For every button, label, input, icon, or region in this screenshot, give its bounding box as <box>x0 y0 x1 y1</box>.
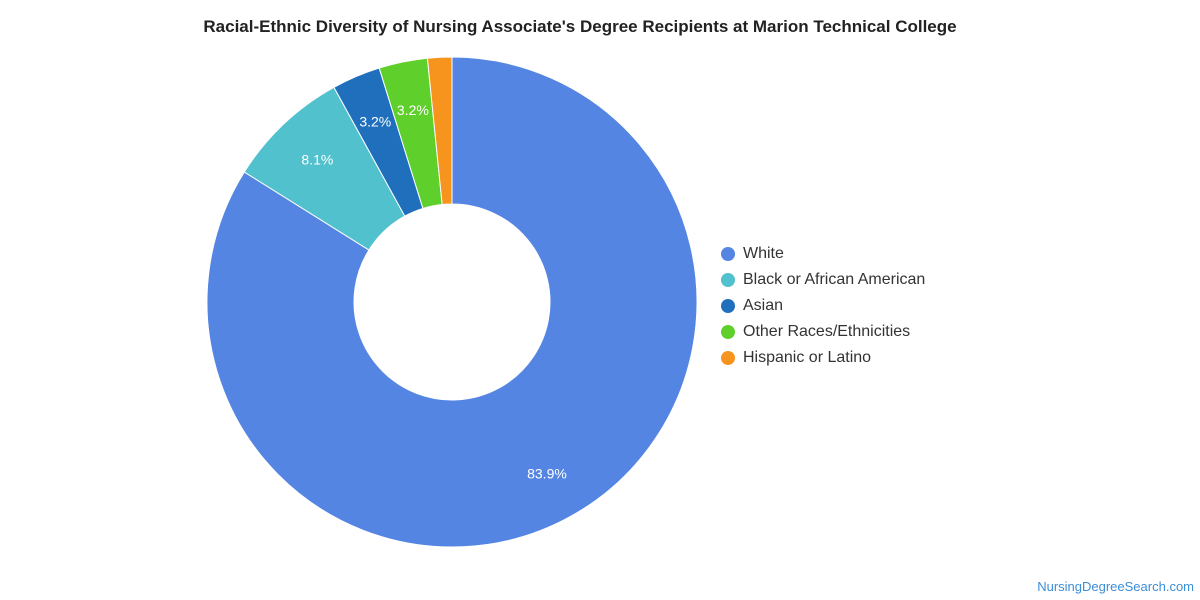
legend-swatch-icon <box>721 247 735 261</box>
slice-label-0: 83.9% <box>527 465 567 481</box>
legend-swatch-icon <box>721 351 735 365</box>
slice-label-3: 3.2% <box>397 102 429 118</box>
legend-swatch-icon <box>721 273 735 287</box>
donut-slices <box>206 56 698 548</box>
legend-label: Hispanic or Latino <box>743 349 872 366</box>
legend-label: Black or African American <box>743 271 926 288</box>
legend-item-2[interactable]: Asian <box>721 293 925 319</box>
legend-label: White <box>743 245 784 262</box>
slice-label-2: 3.2% <box>359 114 391 130</box>
legend-label: Other Races/Ethnicities <box>743 323 911 340</box>
legend-label: Asian <box>743 297 784 314</box>
legend-item-3[interactable]: Other Races/Ethnicities <box>721 319 925 345</box>
legend-swatch-icon <box>721 325 735 339</box>
slice-labels: 83.9% 8.1% 3.2% 3.2% <box>301 102 566 482</box>
legend-item-1[interactable]: Black or African American <box>721 267 925 293</box>
donut-slice-0[interactable] <box>206 56 698 548</box>
legend-item-0[interactable]: White <box>721 241 925 267</box>
donut-slice-4[interactable] <box>426 56 453 206</box>
legend-item-4[interactable]: Hispanic or Latino <box>721 345 925 371</box>
slice-label-1: 8.1% <box>301 152 333 168</box>
source-credit[interactable]: NursingDegreeSearch.com <box>1037 579 1194 594</box>
legend-swatch-icon <box>721 299 735 313</box>
chart-legend: White Black or African American Asian Other… <box>721 241 925 371</box>
chart-title: Racial-Ethnic Diversity of Nursing Assoc… <box>203 17 957 36</box>
